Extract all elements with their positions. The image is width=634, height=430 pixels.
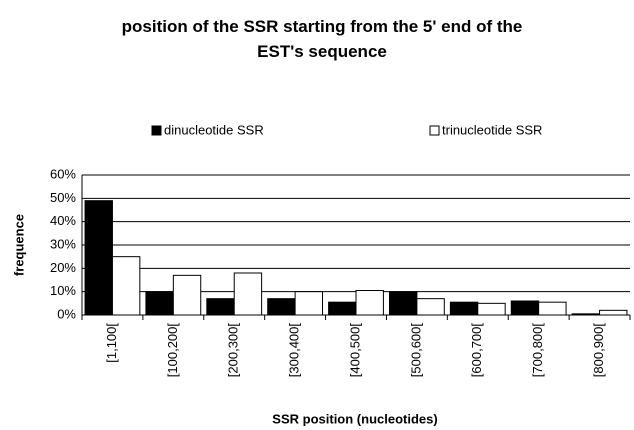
bar: [449, 301, 479, 316]
y-tick-label: 60%: [50, 166, 76, 181]
x-axis-label: SSR position (nucleotides): [272, 411, 437, 426]
legend-label: trinucleotide SSR: [442, 122, 542, 137]
x-tick-label: [700,800[: [530, 323, 545, 378]
bar: [510, 300, 540, 316]
x-tick-label: [100,200[: [165, 323, 180, 378]
y-axis-label: frequence: [11, 214, 26, 276]
legend-label: dinucleotide SSR: [164, 122, 264, 137]
y-tick-label: 10%: [50, 283, 76, 298]
bar: [538, 301, 567, 316]
bar: [571, 313, 601, 316]
bar: [111, 256, 141, 316]
x-tick-label: [400,500[: [347, 323, 362, 378]
x-tick-label: [1,100[: [104, 323, 119, 363]
bar: [267, 298, 296, 316]
bar: [84, 200, 113, 316]
chart-title: position of the SSR starting from the 5'…: [121, 17, 523, 61]
bar: [355, 290, 384, 316]
bar: [233, 272, 263, 316]
x-tick-label: [600,700[: [469, 323, 484, 378]
legend-swatch: [429, 125, 440, 136]
bar: [599, 309, 628, 316]
y-tick-label: 20%: [50, 260, 76, 275]
bar: [145, 291, 174, 316]
bar: [388, 291, 418, 316]
x-tick-label: [200,300[: [226, 323, 241, 378]
y-tick-label: 50%: [50, 190, 76, 205]
x-tick-label: [300,400[: [287, 323, 302, 378]
bar: [477, 302, 506, 316]
bar: [328, 301, 357, 316]
bar: [206, 298, 235, 316]
bar: [294, 291, 324, 316]
bar: [416, 298, 445, 316]
y-tick-label: 30%: [50, 236, 76, 251]
y-tick-label: 40%: [50, 213, 76, 228]
legend-swatch: [151, 125, 162, 136]
x-tick-label: [800,900[: [591, 323, 606, 378]
bar: [172, 274, 202, 316]
y-tick-label: 0%: [57, 306, 76, 321]
x-tick-label: [500,600[: [408, 323, 423, 378]
